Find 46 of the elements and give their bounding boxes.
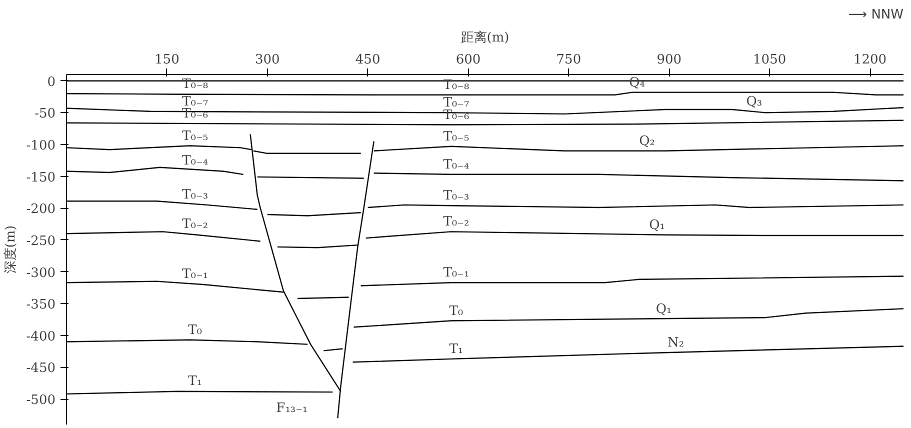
y-tick-label: -150 [26, 170, 56, 186]
y-axis-title: 深度(m) [2, 225, 18, 274]
annotation: T₀₋₈ [182, 77, 208, 92]
x-tick-label: 450 [355, 52, 380, 68]
annotation: T₀ [449, 304, 464, 319]
x-tick-label: 750 [556, 52, 582, 68]
annotation: Q₃ [746, 94, 762, 110]
x-tick-label: 900 [656, 52, 682, 68]
annotation: T₀₋₂ [182, 217, 208, 232]
annotation: T₀₋₄ [182, 154, 208, 169]
annotation: Q₁ [656, 302, 672, 317]
annotation: T₀₋₇ [443, 96, 470, 111]
annotation: T₀₋₈ [443, 78, 470, 93]
y-tick-label: 0 [47, 74, 56, 90]
y-tick-label: -400 [26, 329, 56, 344]
annotation: T₀₋₃ [182, 187, 208, 202]
annotation: Q₂ [639, 134, 655, 149]
annotation: Q₁ [649, 218, 666, 233]
annotation: T₀₋₅ [182, 128, 208, 144]
annotation: T₀₋₃ [443, 188, 470, 204]
text: ⟶ NNW [848, 8, 904, 22]
annotation: T₁ [188, 374, 202, 389]
annotation: T₀₋₅ [443, 129, 470, 144]
annotation: T₀₋₁ [443, 266, 470, 281]
annotation: T₀ [188, 322, 202, 338]
x-axis-title: 距离(m) [460, 30, 510, 46]
y-tick-label: -200 [26, 202, 56, 218]
y-tick-label: -350 [26, 298, 56, 313]
annotation: T₁ [449, 342, 464, 357]
annotation: T₀₋₁ [182, 266, 208, 282]
annotation: N₂ [668, 336, 684, 351]
y-tick-label: -450 [26, 361, 56, 376]
y-tick-label: -300 [26, 266, 56, 281]
annotation: F₁₃₋₁ [276, 401, 308, 416]
annotation: T₀₋₇ [182, 94, 208, 110]
y-tick-label: -50 [34, 106, 56, 122]
y-tick-label: -100 [26, 138, 56, 154]
x-tick-label: 600 [456, 52, 481, 68]
x-tick-label: 1200 [853, 52, 887, 68]
y-tick-label: -500 [26, 393, 56, 408]
x-tick-label: 1050 [753, 52, 786, 68]
annotation: T₀₋₂ [443, 214, 470, 230]
annotation: T₀₋₄ [443, 157, 470, 172]
x-tick-label: 150 [154, 52, 180, 68]
y-tick-label: -250 [26, 234, 56, 249]
x-tick-label: 300 [254, 52, 280, 68]
